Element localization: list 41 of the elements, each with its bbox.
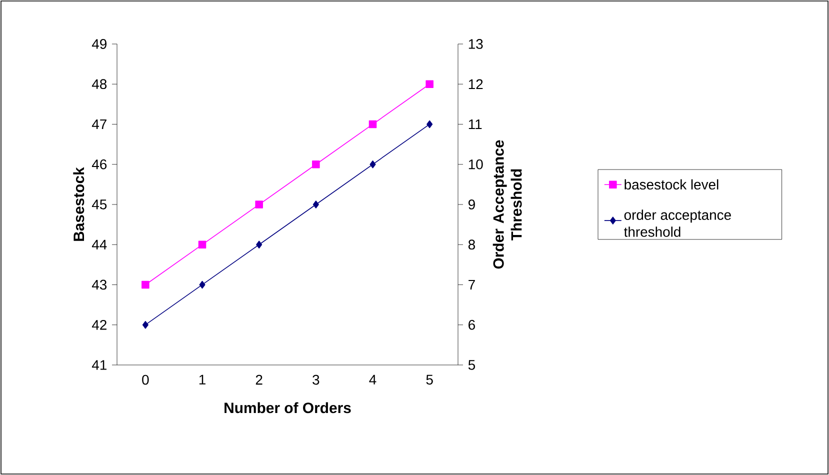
point — [312, 160, 320, 168]
y-tick-label: 44 — [92, 240, 107, 250]
x-tick-label: 3 — [312, 374, 320, 385]
point — [142, 320, 148, 329]
point — [368, 120, 377, 128]
y2-tick-label: 10 — [468, 159, 483, 170]
y2-tick-label: 5 — [468, 360, 476, 370]
y-tick-label: 47 — [92, 119, 106, 130]
y2-tick-label: 7 — [468, 280, 475, 290]
y-tick-label: 45 — [92, 200, 107, 210]
x-tick-label: 1 — [199, 374, 206, 384]
point — [426, 80, 434, 88]
point — [255, 200, 263, 208]
x-tick-label: 2 — [256, 374, 262, 385]
y-axis-title: Basestock — [73, 167, 84, 241]
y-tick-label: 49 — [92, 39, 106, 49]
y2-tick-label: 9 — [468, 200, 475, 210]
y-tick-label: 41 — [92, 360, 106, 370]
y2-tick-label: 8 — [468, 240, 476, 250]
point — [142, 280, 150, 289]
y2-tick-label: 12 — [468, 79, 483, 89]
y-tick-label: 48 — [92, 79, 107, 90]
y2-tick-label: 13 — [468, 39, 483, 49]
point — [370, 160, 376, 168]
legend-label: order acceptance threshold — [624, 210, 731, 237]
x-axis-title: Number of Orders — [224, 402, 351, 414]
point — [426, 120, 433, 128]
y2-axis-title: Order Acceptance Threshold — [492, 140, 522, 269]
y-tick-label: 46 — [92, 159, 107, 170]
point — [199, 280, 206, 289]
y-tick-label: 42 — [92, 320, 106, 330]
y2-tick-label: 6 — [468, 320, 475, 330]
point — [198, 240, 206, 249]
x-tick-label: 0 — [142, 374, 149, 385]
y-tick-label: 43 — [92, 280, 107, 290]
point — [256, 240, 262, 248]
x-tick-label: 5 — [426, 374, 433, 385]
y2-tick-label: 11 — [468, 119, 482, 130]
legend-label: basestock level — [624, 179, 718, 190]
point — [312, 200, 319, 208]
x-tick-label: 4 — [369, 374, 376, 384]
